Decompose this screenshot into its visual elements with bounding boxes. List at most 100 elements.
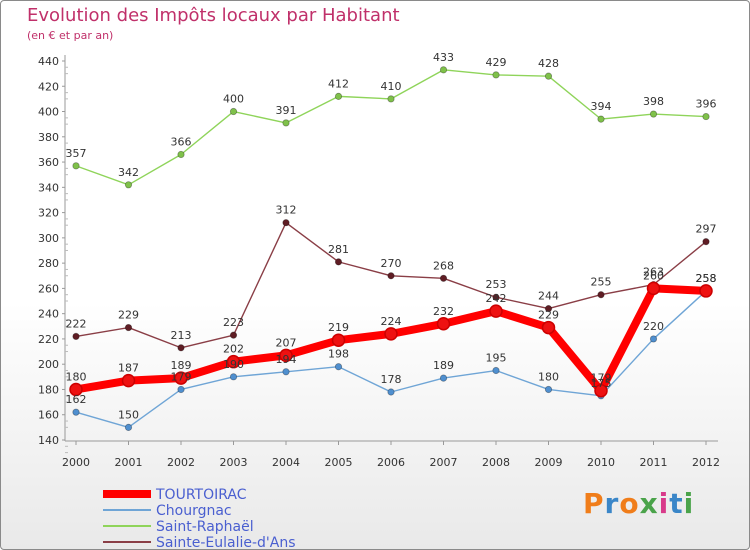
data-label-2: 178: [381, 373, 402, 386]
series-point-0: [177, 150, 185, 159]
series-point-3: [699, 284, 713, 298]
series-point-0: [702, 112, 710, 121]
data-label-3: 187: [118, 362, 139, 375]
x-tick-label: 2008: [482, 456, 510, 469]
series-point-3: [174, 371, 188, 385]
y-tick-label: 380: [38, 131, 59, 144]
series-layer: [69, 66, 713, 431]
chart-title: Evolution des Impôts locaux par Habitant: [27, 5, 400, 26]
series-point-3: [279, 348, 293, 363]
logo-letter: r: [604, 487, 620, 520]
data-label-2: 189: [433, 359, 454, 372]
data-label-3: 258: [696, 272, 717, 285]
data-label-3: 229: [538, 309, 559, 322]
x-tick-label: 2001: [115, 456, 143, 469]
series-point-3: [646, 281, 661, 296]
series-point-1: [387, 272, 395, 280]
y-tick-label: 420: [38, 80, 59, 93]
series-point-3: [541, 320, 556, 335]
data-label-3: 232: [433, 305, 454, 318]
series-point-1: [72, 332, 80, 341]
y-tick-label: 140: [38, 434, 59, 447]
y-tick-label: 220: [38, 333, 59, 346]
x-tick-label: 2005: [325, 456, 353, 469]
x-tick-label: 2003: [220, 456, 248, 469]
series-point-1: [492, 293, 500, 301]
x-tick-label: 2006: [377, 456, 405, 469]
data-label-2: 220: [643, 320, 664, 333]
series-point-3: [331, 333, 346, 347]
series-point-1: [177, 344, 185, 352]
series-point-2: [492, 366, 500, 375]
y-tick-label: 280: [38, 257, 59, 270]
logo-letter: t: [669, 487, 684, 520]
series-point-2: [439, 374, 448, 382]
data-label-2: 162: [66, 393, 87, 406]
legend: TOURTOIRACChourgnacSaint-RaphaëlSainte-E…: [103, 487, 296, 550]
y-tick-label: 240: [38, 308, 59, 321]
axes: 140 160 180 200 220 240 260 280 300 320 340 360 380 4…: [38, 55, 720, 469]
data-label-3: 189: [171, 359, 192, 372]
data-label-1: 229: [118, 309, 139, 322]
x-tick-label: 2012: [692, 456, 720, 469]
data-label-2: 179: [171, 370, 192, 383]
data-label-3: 207: [276, 336, 297, 349]
data-label-0: 394: [591, 100, 612, 113]
series-point-2: [282, 368, 290, 376]
x-tick-label: 2009: [535, 456, 563, 469]
data-label-3: 219: [328, 321, 349, 334]
data-label-3: 179: [591, 372, 612, 385]
series-point-0: [282, 119, 290, 127]
series-point-0: [229, 107, 238, 116]
data-label-1: 213: [171, 329, 192, 342]
series-point-2: [649, 335, 658, 343]
series-point-2: [124, 423, 133, 431]
x-tick-label: 2010: [587, 456, 615, 469]
y-tick-label: 340: [38, 181, 59, 194]
series-point-3: [436, 317, 451, 331]
data-label-0: 396: [696, 98, 717, 111]
series-point-0: [124, 181, 133, 189]
data-label-0: 366: [171, 135, 192, 148]
data-label-1: 222: [66, 317, 87, 330]
data-label-0: 412: [328, 77, 349, 90]
y-tick-label: 300: [38, 232, 59, 245]
series-point-0: [72, 162, 80, 170]
data-label-0: 398: [643, 95, 664, 108]
logo-letter: i: [683, 487, 695, 520]
x-tick-label: 2002: [167, 456, 195, 469]
data-label-1: 270: [381, 257, 402, 270]
y-tick-label: 360: [38, 156, 59, 169]
data-label-3: 242: [486, 292, 507, 305]
series-point-1: [282, 219, 290, 227]
data-label-0: 357: [66, 147, 87, 160]
data-label-0: 429: [486, 56, 507, 69]
y-tick-label: 260: [38, 282, 59, 295]
series-point-3: [594, 383, 608, 398]
series-point-1: [702, 238, 710, 246]
legend-label: Chourgnac: [156, 503, 232, 519]
data-label-1: 263: [643, 266, 664, 279]
series-point-3: [384, 327, 398, 341]
data-label-0: 433: [433, 51, 454, 64]
x-tick-label: 2007: [430, 456, 458, 469]
series-point-0: [649, 110, 658, 118]
logo-letter: i: [658, 487, 670, 520]
data-label-3: 180: [66, 370, 87, 383]
series-point-2: [334, 363, 343, 371]
data-label-1: 312: [276, 204, 297, 217]
x-tick-label: 2011: [640, 456, 668, 469]
legend-label: Sainte-Eulalie-d'Ans: [156, 535, 296, 550]
logo-letter: o: [619, 487, 640, 520]
data-label-3: 224: [381, 315, 402, 328]
data-label-1: 253: [486, 278, 507, 291]
series-point-2: [177, 385, 185, 394]
series-point-0: [597, 115, 605, 123]
data-label-1: 255: [591, 276, 612, 289]
series-point-0: [439, 66, 448, 74]
series-point-1: [544, 305, 553, 313]
logo-letter: P: [583, 487, 605, 520]
data-labels-layer: 357 342 366 400 391 412 410 433 429 428 394 398 396 2…: [66, 51, 717, 422]
y-tick-label: 320: [38, 207, 59, 220]
